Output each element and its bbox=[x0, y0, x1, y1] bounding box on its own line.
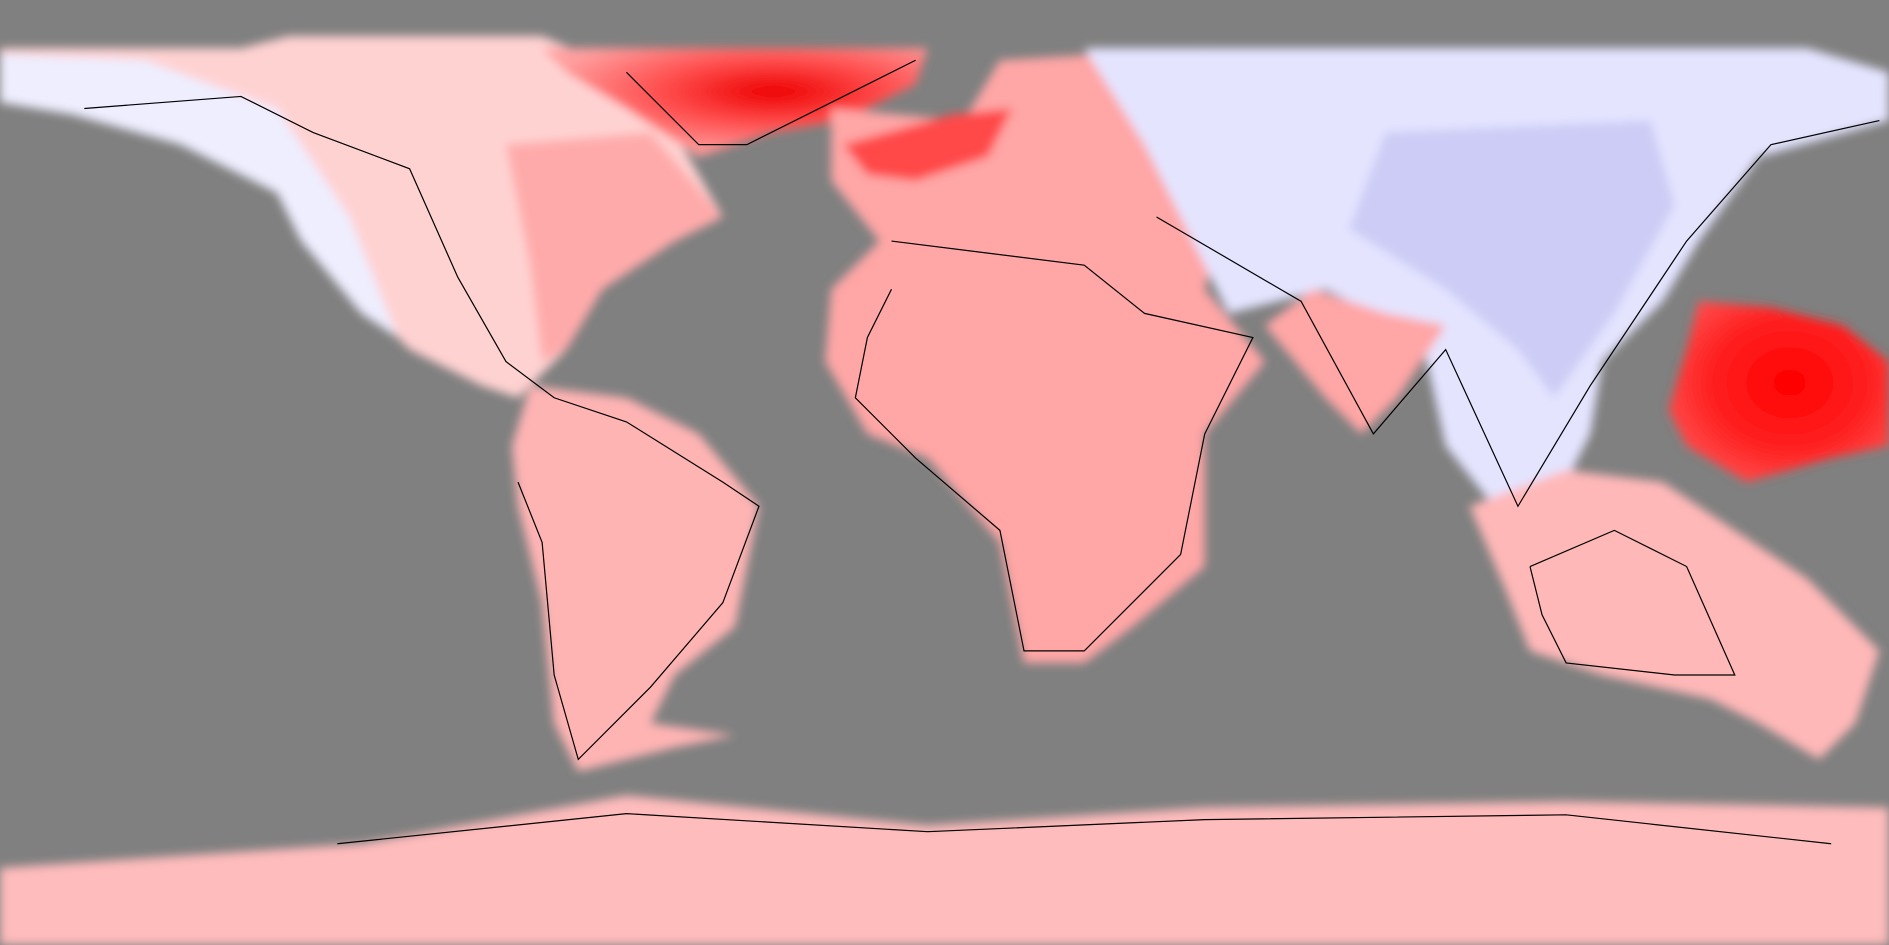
australia bbox=[1469, 470, 1880, 760]
coastline bbox=[337, 813, 1832, 845]
coastline bbox=[1529, 529, 1736, 676]
antarctica bbox=[0, 795, 1889, 945]
greenland bbox=[542, 48, 928, 157]
anomaly-fields bbox=[0, 36, 1889, 945]
asia-core bbox=[1349, 120, 1675, 398]
pacific-hotspot bbox=[1668, 301, 1889, 483]
coastline bbox=[84, 95, 760, 761]
coastline bbox=[1156, 119, 1880, 508]
coastline bbox=[626, 59, 916, 146]
europe-africa bbox=[825, 48, 1265, 663]
north-america-east bbox=[505, 132, 723, 362]
north-america-west bbox=[0, 54, 398, 338]
coastlines bbox=[84, 59, 1880, 845]
india bbox=[1264, 289, 1446, 434]
coastline bbox=[854, 240, 1254, 652]
northwest-europe bbox=[843, 108, 1012, 181]
south-america bbox=[512, 385, 759, 772]
